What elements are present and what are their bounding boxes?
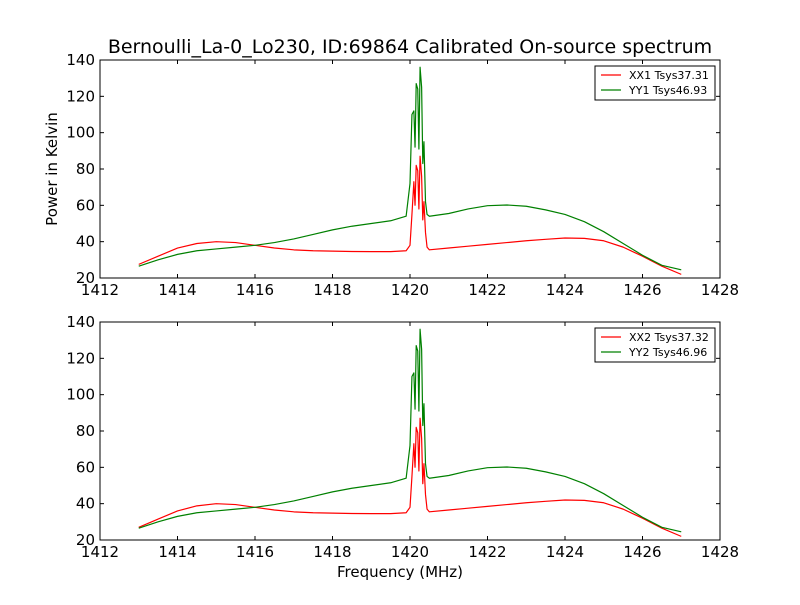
- y-tick-label: 20: [76, 531, 95, 549]
- x-tick-label: 1416: [236, 543, 274, 561]
- y-tick-label: 140: [66, 51, 95, 69]
- legend-label-2: YY2 Tsys46.96: [628, 346, 707, 359]
- x-tick-label: 1420: [391, 543, 429, 561]
- series-line-1: [138, 417, 682, 537]
- y-tick-label: 20: [76, 269, 95, 287]
- x-tick-label: 1428: [701, 543, 739, 561]
- legend: XX1 Tsys37.31 YY1 Tsys46.93: [594, 65, 716, 101]
- chart-panels: 1412 1414 1416 1418 1420 1422 1424 1426 1428 20 40…: [43, 51, 739, 581]
- x-tick-label: 1424: [546, 543, 584, 561]
- y-tick-label: 100: [66, 124, 95, 142]
- x-tick-label: 1412: [81, 281, 119, 299]
- series-group: [138, 66, 682, 275]
- x-tick-label: 1428: [701, 281, 739, 299]
- chart-panel-2: 1412 1414 1416 1418 1420 1422 1424 1426 1428 20 40…: [66, 313, 739, 581]
- x-tick-label: 1426: [623, 543, 661, 561]
- series-line-2: [138, 66, 682, 271]
- chart-panel-1: 1412 1414 1416 1418 1420 1422 1424 1426 1428 20 40…: [43, 51, 739, 299]
- x-tick-label: 1414: [158, 281, 196, 299]
- y-tick-label: 120: [66, 349, 95, 367]
- x-tick-label: 1426: [623, 281, 661, 299]
- y-tick-label: 100: [66, 386, 95, 404]
- y-tick-label: 80: [76, 422, 95, 440]
- series-group: [138, 328, 682, 537]
- x-axis-label: Frequency (MHz): [337, 563, 463, 581]
- legend-box: [594, 327, 716, 363]
- legend-label-1: XX1 Tsys37.31: [629, 69, 709, 82]
- x-tick-label: 1424: [546, 281, 584, 299]
- y-tick-label: 40: [76, 233, 95, 251]
- legend-label-1: XX2 Tsys37.32: [629, 331, 709, 344]
- x-tick-label: 1422: [468, 543, 506, 561]
- y-axis-label: Power in Kelvin: [43, 112, 61, 226]
- x-tick-label: 1418: [313, 281, 351, 299]
- x-tick-label: 1420: [391, 281, 429, 299]
- x-tick-label: 1422: [468, 281, 506, 299]
- y-tick-label: 60: [76, 196, 95, 214]
- y-tick-label: 60: [76, 458, 95, 476]
- x-tick-label: 1418: [313, 543, 351, 561]
- legend-label-2: YY1 Tsys46.93: [628, 84, 707, 97]
- series-line-1: [138, 155, 682, 275]
- y-tick-label: 80: [76, 160, 95, 178]
- figure-title: Bernoulli_La-0_Lo230, ID:69864 Calibrate…: [108, 36, 712, 58]
- legend-box: [594, 65, 716, 101]
- series-line-2: [138, 328, 682, 533]
- x-tick-label: 1412: [81, 543, 119, 561]
- x-tick-label: 1416: [236, 281, 274, 299]
- y-tick-label: 120: [66, 87, 95, 105]
- x-tick-label: 1414: [158, 543, 196, 561]
- legend: XX2 Tsys37.32 YY2 Tsys46.96: [594, 327, 716, 363]
- y-tick-label: 140: [66, 313, 95, 331]
- y-tick-label: 40: [76, 495, 95, 513]
